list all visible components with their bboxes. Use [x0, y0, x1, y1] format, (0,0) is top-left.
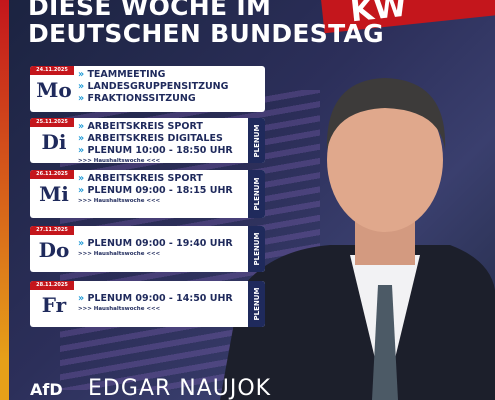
title-line: DIESE WOCHE IM	[28, 0, 272, 21]
date-tab: 24.11.2025	[30, 66, 74, 75]
day-card: 27.11.2025 Do PLENUM 09:00 - 19:40 UHR>>> …	[30, 226, 265, 272]
day-name: Mo	[36, 78, 72, 102]
item: ARBEITSKREIS DIGITALES	[78, 133, 233, 145]
plenum-label: PLENUM	[252, 177, 261, 211]
item-list: PLENUM 09:00 - 14:50 UHR>>> Haushaltswoc…	[78, 293, 233, 312]
plenum-label: PLENUM	[252, 287, 261, 321]
day-card: 25.11.2025 Di ARBEITSKREIS SPORTARBEITSKRE…	[30, 118, 265, 164]
item: LANDESGRUPPENSITZUNG	[78, 81, 228, 93]
title-line: DEUTSCHEN BUNDESTAG	[28, 19, 384, 48]
day-card: 26.11.2025 Mi ARBEITSKREIS SPORTPLENUM 09:…	[30, 170, 265, 218]
plenum-label: PLENUM	[252, 124, 261, 157]
plenum-tag: PLENUM	[248, 118, 265, 163]
day-card: 24.11.2025MoTEAMMEETINGLANDESGRUPPENSITZ…	[30, 66, 265, 112]
item-list: PLENUM 09:00 - 19:40 UHR>>> Haushaltswoc…	[78, 238, 233, 257]
item: FRAKTIONSSITZUNG	[78, 93, 228, 105]
item: PLENUM 09:00 - 19:40 UHR	[78, 238, 232, 250]
item: ARBEITSKREIS SPORT	[78, 173, 233, 185]
date-tab: 28.11.2025	[30, 281, 74, 290]
plenum-label: PLENUM	[252, 232, 261, 266]
note: >>> Haushaltswoche <<<	[78, 158, 161, 164]
day-name: Di	[41, 130, 67, 154]
day-card: 28.11.2025 Fr PLENUM 09:00 - 14:50 UHR>>> …	[30, 281, 265, 327]
note: >>> Haushaltswoche <<<	[78, 306, 161, 312]
item: PLENUM 09:00 - 18:15 UHR	[78, 185, 232, 197]
date-tab: 25.11.2025	[30, 118, 74, 127]
plenum-tag: PLENUM	[248, 226, 265, 272]
date-tab: 27.11.2025	[30, 226, 74, 235]
person-name: EDGAR NAUJOK	[88, 376, 272, 400]
item: PLENUM 10:00 - 18:50 UHR	[78, 145, 232, 157]
note: >>> Haushaltswoche <<<	[78, 198, 161, 204]
day-name: Do	[38, 238, 70, 262]
item-list: TEAMMEETINGLANDESGRUPPENSITZUNGFRAKTIONS…	[78, 69, 228, 105]
item-list: ARBEITSKREIS SPORTARBEITSKREIS DIGITALES…	[78, 121, 233, 164]
plenum-tag: PLENUM	[248, 170, 265, 218]
day-name: Mi	[39, 182, 69, 206]
date-tab: 26.11.2025	[30, 170, 74, 179]
color-strip	[0, 0, 9, 400]
note: >>> Haushaltswoche <<<	[78, 251, 161, 257]
logo: AfD	[30, 380, 63, 399]
plenum-tag: PLENUM	[248, 281, 265, 327]
item-list: ARBEITSKREIS SPORTPLENUM 09:00 - 18:15 U…	[78, 173, 233, 204]
day-name: Fr	[41, 293, 67, 317]
item: TEAMMEETING	[78, 69, 228, 81]
item: PLENUM 09:00 - 14:50 UHR	[78, 293, 232, 305]
item: ARBEITSKREIS SPORT	[78, 121, 233, 133]
